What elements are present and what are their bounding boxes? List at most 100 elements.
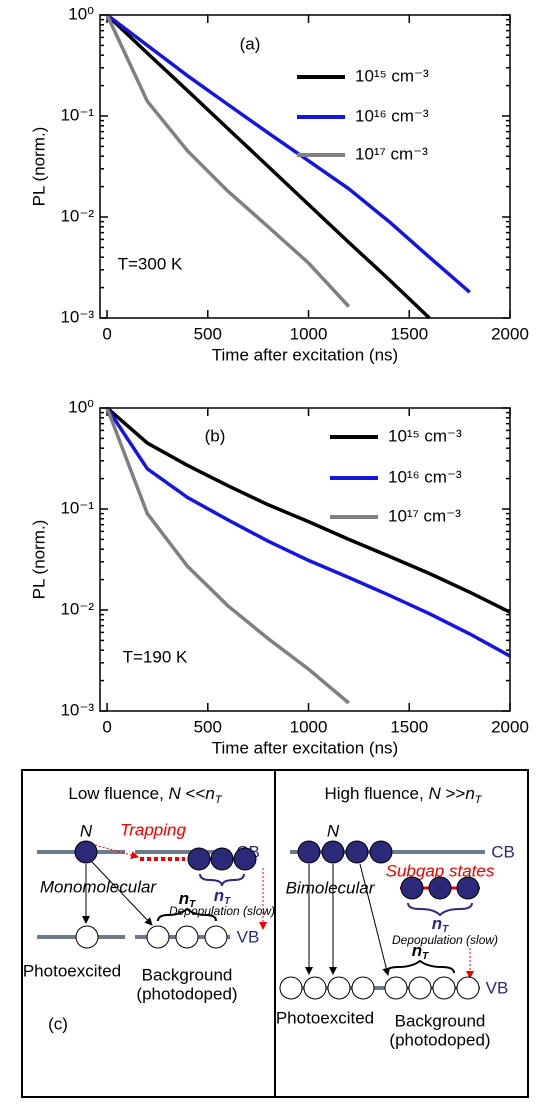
legend-label: 10¹⁵ cm⁻³ bbox=[388, 426, 462, 445]
arrow bbox=[94, 844, 139, 859]
title-text: N bbox=[428, 784, 441, 803]
label: CB bbox=[491, 842, 515, 861]
x-tick-label: 2000 bbox=[491, 324, 529, 343]
label: nT bbox=[214, 886, 231, 906]
x-tick-label: 0 bbox=[102, 324, 111, 343]
brace bbox=[157, 907, 217, 922]
label: VB bbox=[237, 927, 260, 946]
label: VB bbox=[486, 978, 509, 997]
x-tick-label: 1000 bbox=[290, 324, 328, 343]
x-axis-label: Time after excitation (ns) bbox=[212, 345, 398, 364]
plot-frame bbox=[99, 407, 511, 712]
title-text: T bbox=[215, 794, 223, 806]
title-text: n bbox=[465, 784, 474, 803]
label: Depopulation (slow) bbox=[169, 904, 275, 918]
x-tick-label: 1500 bbox=[390, 324, 428, 343]
x-tick-label: 0 bbox=[102, 717, 111, 736]
chart: 10⁻³ 10⁻² 10⁻¹ 10⁰ 0 500 1000 1500 2000 Time afte… bbox=[29, 397, 528, 757]
series-line bbox=[105, 406, 511, 614]
x-axis-label: Time after excitation (ns) bbox=[212, 738, 398, 757]
label: nT bbox=[432, 914, 449, 934]
hole bbox=[384, 976, 408, 1000]
label: Monomolecular bbox=[40, 877, 158, 896]
y-axis-label: PL (norm.) bbox=[29, 127, 48, 207]
series-line bbox=[106, 13, 471, 294]
legend-label: 10¹⁶ cm⁻³ bbox=[355, 106, 429, 125]
arrow bbox=[359, 863, 391, 976]
label: nT bbox=[179, 889, 196, 909]
label: Subgap states bbox=[386, 861, 495, 880]
legend-label: 10¹⁷ cm⁻³ bbox=[355, 144, 428, 163]
label-part: T bbox=[224, 896, 231, 907]
electron bbox=[233, 847, 257, 871]
panel-label: (c) bbox=[48, 1014, 68, 1033]
hole bbox=[75, 925, 99, 949]
annotation: T=300 K bbox=[118, 254, 183, 273]
diagram: Low fluence, N <<nT N CB Trapping nT Dep… bbox=[21, 769, 529, 1098]
hole bbox=[204, 925, 228, 949]
electron bbox=[428, 876, 452, 900]
y-tick-label: 10⁰ bbox=[68, 4, 94, 23]
hole bbox=[432, 976, 456, 1000]
series-line bbox=[105, 14, 351, 308]
brace bbox=[385, 959, 455, 974]
title-text: Low fluence, bbox=[68, 784, 168, 803]
y-tick-label: 10⁻³ bbox=[60, 700, 94, 719]
label: Bimolecular bbox=[286, 878, 376, 897]
electron bbox=[400, 876, 424, 900]
electron bbox=[74, 840, 98, 864]
label: Depopulation (slow) bbox=[392, 933, 498, 947]
label-part: T bbox=[422, 951, 429, 962]
hole bbox=[327, 976, 351, 1000]
annotation: T=190 K bbox=[123, 647, 188, 666]
title-text: N bbox=[169, 784, 182, 803]
label: N bbox=[80, 821, 93, 840]
label: Background bbox=[395, 1011, 486, 1030]
y-tick-label: 10⁰ bbox=[68, 397, 94, 416]
y-tick-label: 10⁻² bbox=[60, 599, 94, 618]
electron bbox=[456, 876, 480, 900]
legend-label: 10¹⁷ cm⁻³ bbox=[388, 506, 461, 525]
title-text: >> bbox=[441, 784, 466, 803]
electron bbox=[297, 840, 321, 864]
x-tick-label: 500 bbox=[194, 717, 222, 736]
label: Photoexcited bbox=[23, 961, 121, 980]
y-tick-label: 10⁻³ bbox=[60, 307, 94, 326]
arrow bbox=[91, 861, 153, 926]
x-tick-label: 1000 bbox=[290, 717, 328, 736]
annotation: (a) bbox=[240, 34, 261, 53]
label: Photoexcited bbox=[276, 1008, 374, 1027]
series-line bbox=[105, 407, 511, 658]
electron bbox=[369, 840, 393, 864]
hole bbox=[456, 976, 480, 1000]
y-tick-label: 10⁻¹ bbox=[60, 105, 94, 124]
hole bbox=[279, 976, 303, 1000]
hole bbox=[146, 925, 170, 949]
plot-frame bbox=[99, 14, 511, 319]
x-tick-label: 500 bbox=[194, 324, 222, 343]
annotation: (b) bbox=[205, 426, 226, 445]
y-tick-label: 10⁻² bbox=[60, 206, 94, 225]
label-part: n bbox=[214, 886, 224, 905]
series-line bbox=[105, 407, 350, 705]
legend-label: 10¹⁶ cm⁻³ bbox=[388, 467, 462, 486]
label-part: n bbox=[432, 914, 442, 933]
brace bbox=[199, 873, 245, 887]
panel-title: High fluence, N >>nT bbox=[324, 784, 482, 805]
label-part: T bbox=[189, 899, 196, 910]
electron bbox=[187, 847, 211, 871]
label: (photodoped) bbox=[389, 1030, 490, 1049]
title-text: High fluence, bbox=[324, 784, 428, 803]
label-part: n bbox=[179, 889, 189, 908]
legend-label: 10¹⁵ cm⁻³ bbox=[355, 66, 429, 85]
hole bbox=[351, 976, 375, 1000]
label-part: T bbox=[442, 924, 449, 935]
label-part: n bbox=[412, 941, 422, 960]
title-text: << bbox=[181, 784, 206, 803]
hole bbox=[175, 925, 199, 949]
x-tick-label: 1500 bbox=[390, 717, 428, 736]
electron bbox=[321, 840, 345, 864]
label: nT bbox=[412, 941, 429, 961]
